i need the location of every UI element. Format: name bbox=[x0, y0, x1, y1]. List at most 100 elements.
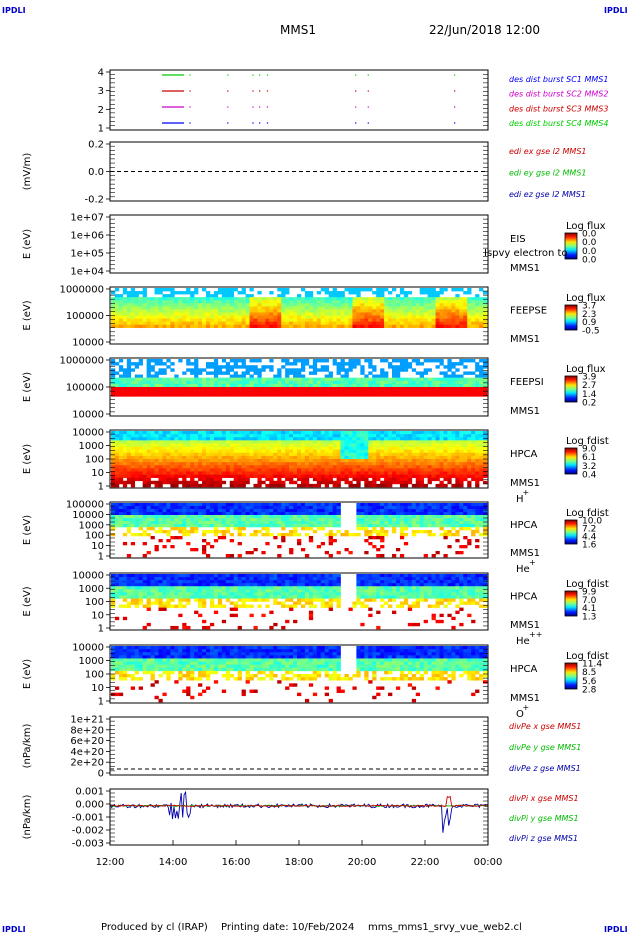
spectrogram-cell bbox=[190, 377, 195, 382]
spectrogram-cell bbox=[344, 530, 349, 534]
spectrogram-cell bbox=[368, 383, 373, 388]
spectrogram-cell bbox=[304, 512, 310, 516]
spectrogram-cell bbox=[158, 393, 163, 397]
spectrogram-cell bbox=[118, 374, 124, 378]
spectrogram-cell bbox=[233, 321, 238, 325]
spectrogram-cell bbox=[209, 443, 215, 447]
spectrogram-cell bbox=[182, 524, 187, 528]
spectrogram-cell bbox=[126, 518, 132, 522]
spectrogram-cell bbox=[122, 509, 128, 513]
spectrogram-cell bbox=[170, 545, 175, 549]
spectrogram-cell bbox=[257, 524, 262, 528]
spectrogram-cell bbox=[269, 390, 274, 394]
spectrogram-cell bbox=[221, 474, 227, 478]
spectrogram-cell bbox=[293, 431, 298, 435]
spectrogram-cell bbox=[114, 387, 120, 391]
spectrogram-cell bbox=[261, 365, 266, 369]
spectrogram-cell bbox=[475, 462, 480, 466]
spectrogram-cell bbox=[376, 318, 381, 322]
spectrogram-cell bbox=[202, 309, 207, 313]
spectrogram-cell bbox=[190, 390, 195, 394]
spectrogram-cell bbox=[403, 443, 409, 447]
spectrogram-cell bbox=[360, 468, 365, 472]
spectrogram-cell bbox=[431, 380, 436, 385]
spectrogram-cell bbox=[316, 431, 322, 435]
spectrogram-cell bbox=[336, 291, 341, 295]
spectrogram-cell bbox=[170, 380, 175, 385]
spectrogram-cell bbox=[281, 312, 286, 316]
spectrogram-cell bbox=[324, 509, 329, 513]
spectrogram-cell bbox=[395, 312, 401, 316]
spectrogram-cell bbox=[293, 509, 298, 513]
spectrogram-cell bbox=[360, 380, 365, 385]
spectrogram-cell bbox=[245, 371, 250, 375]
spectrogram-cell bbox=[142, 434, 147, 438]
spectrogram-cell bbox=[300, 321, 306, 325]
spectrogram-cell bbox=[190, 446, 195, 450]
spectrogram-cell bbox=[372, 380, 377, 385]
spectrogram-cell bbox=[146, 437, 151, 441]
spectrogram-cell bbox=[146, 321, 151, 325]
spectrogram-cell bbox=[384, 455, 389, 460]
spectrogram-cell bbox=[443, 303, 448, 307]
spectrogram-cell bbox=[277, 387, 282, 391]
spectrogram-cell bbox=[328, 512, 333, 516]
spectrogram-cell bbox=[289, 503, 294, 507]
spectrogram-cell bbox=[257, 303, 262, 307]
spectrogram-cell bbox=[158, 449, 163, 454]
spectrogram-cell bbox=[320, 377, 326, 382]
spectrogram-cell bbox=[384, 312, 389, 316]
spectrogram-cell bbox=[142, 309, 147, 313]
spectrogram-cell bbox=[281, 515, 286, 519]
spectrogram-cell bbox=[229, 309, 234, 313]
y-tick-label: 0.0 bbox=[88, 167, 104, 178]
spectrogram-cell bbox=[384, 306, 389, 310]
spectrogram-cell bbox=[277, 512, 282, 516]
spectrogram-cell bbox=[328, 477, 333, 482]
spectrogram-cell bbox=[475, 321, 480, 325]
spectrogram-cell bbox=[467, 393, 472, 397]
spectrogram-cell bbox=[229, 455, 234, 460]
spectrogram-cell bbox=[126, 477, 132, 482]
spectrogram-cell bbox=[443, 383, 448, 388]
spectrogram-cell bbox=[479, 288, 484, 292]
spectrogram-cell bbox=[336, 300, 341, 304]
spectrogram-cell bbox=[376, 324, 381, 329]
spectrogram-cell bbox=[170, 368, 175, 372]
spectrogram-cell bbox=[118, 368, 124, 372]
spectrogram-cell bbox=[312, 434, 318, 438]
spectrogram-cell bbox=[118, 306, 124, 310]
spectrogram-cell bbox=[122, 431, 128, 435]
spectrogram-cell bbox=[213, 318, 219, 322]
spectrogram-cell bbox=[166, 524, 171, 528]
spectrogram-cell bbox=[297, 324, 302, 329]
spectrogram-cell bbox=[475, 506, 480, 510]
spectrogram-cell bbox=[198, 368, 203, 372]
spectrogram-cell bbox=[202, 512, 207, 516]
y-tick-label: 10 bbox=[91, 468, 104, 479]
spectrogram-cell bbox=[237, 483, 242, 488]
spectrogram-cell bbox=[130, 324, 136, 329]
spectrogram-cell bbox=[178, 393, 183, 397]
spectrogram-cell bbox=[138, 533, 143, 537]
spectrogram-cell bbox=[194, 387, 199, 391]
spectrogram-cell bbox=[455, 459, 460, 463]
spectrogram-cell bbox=[237, 291, 242, 295]
spectrogram-cell bbox=[403, 365, 409, 369]
spectrogram-cell bbox=[138, 518, 143, 522]
spectrogram-cell bbox=[467, 288, 472, 292]
spectrogram-cell bbox=[213, 530, 219, 534]
spectrogram-cell bbox=[304, 518, 310, 522]
spectrogram-cell bbox=[384, 512, 389, 516]
spectrogram-cell bbox=[328, 506, 333, 510]
spectrogram-cell bbox=[198, 387, 203, 391]
spectrogram-cell bbox=[312, 297, 318, 301]
spectrogram-cell bbox=[483, 452, 488, 457]
spectrogram-cell bbox=[170, 524, 175, 528]
y-axis-label: (mV/m) bbox=[22, 153, 33, 191]
spectrogram-cell bbox=[320, 297, 326, 301]
spectrogram-cell bbox=[126, 471, 132, 475]
corner-label-bottom-left: IPDLI bbox=[2, 925, 26, 934]
spectrogram-cell bbox=[395, 321, 401, 325]
spectrogram-cell bbox=[316, 393, 322, 397]
